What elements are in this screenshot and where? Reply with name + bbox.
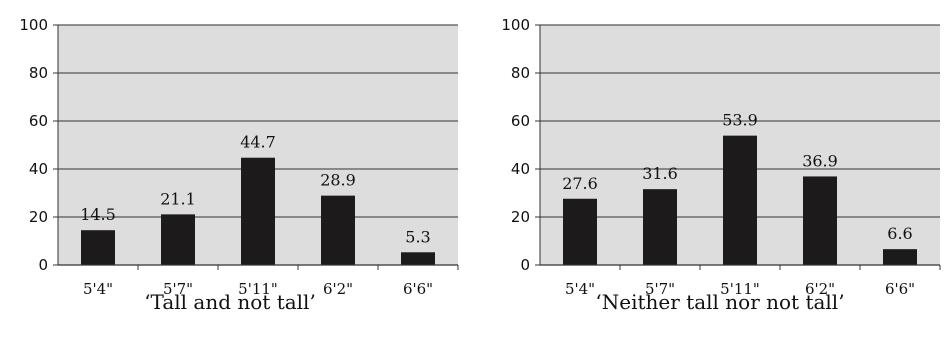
chart-2-x-tick-label: 5'4" (565, 280, 595, 298)
chart-2-y-tick-label: 100 (501, 16, 530, 34)
chart-1-data-label: 5.3 (405, 227, 430, 246)
chart-2-x-tick-label: 5'11" (720, 280, 760, 298)
chart-2-bar (883, 249, 917, 265)
chart-2-data-label: 53.9 (722, 111, 758, 130)
chart-1-bar (401, 252, 435, 265)
chart-1-y-tick-label: 0 (38, 256, 48, 274)
chart-2-title: ‘Neither tall nor not tall’ (595, 290, 845, 314)
chart-1-x-tick-label: 5'4" (83, 280, 113, 298)
chart-1-y-tick-label: 80 (29, 64, 48, 82)
chart-2-data-label: 31.6 (642, 164, 678, 183)
chart-2-bar (803, 176, 837, 265)
chart-2-y-tick-label: 0 (520, 256, 530, 274)
chart-1-y-tick-label: 40 (29, 160, 48, 178)
chart-2-x-tick-label: 6'6" (885, 280, 915, 298)
chart-2-data-label: 27.6 (562, 174, 598, 193)
chart-1-y-tick-label: 20 (29, 208, 48, 226)
chart-1-x-tick-label: 5'11" (238, 280, 278, 298)
chart-1-x-tick-label: 5'7" (163, 280, 193, 298)
chart-2-x-tick-label: 5'7" (645, 280, 675, 298)
chart-2-y-tick-label: 40 (511, 160, 530, 178)
chart-1-title: ‘Tall and not tall’ (144, 290, 316, 314)
chart-2-bar (723, 135, 757, 265)
chart-1-x-tick-label: 6'2" (323, 280, 353, 298)
chart-2-data-label: 36.9 (802, 151, 838, 170)
chart-2-y-tick-label: 80 (511, 64, 530, 82)
chart-1-bar (321, 195, 355, 265)
chart-2-data-label: 6.6 (887, 224, 912, 243)
chart-1-bar (241, 157, 275, 265)
chart-1-x-tick-label: 6'6" (403, 280, 433, 298)
chart-2-x-tick-label: 6'2" (805, 280, 835, 298)
chart-1-data-label: 28.9 (320, 171, 356, 190)
chart-2-bar (563, 198, 597, 265)
chart-1-y-tick-label: 100 (19, 16, 48, 34)
chart-1-data-label: 14.5 (80, 205, 116, 224)
chart-2-y-tick-label: 20 (511, 208, 530, 226)
chart-2-y-tick-label: 60 (511, 112, 530, 130)
chart-2-bar (643, 189, 677, 265)
chart-1-bar (161, 214, 195, 265)
chart-1-data-label: 44.7 (240, 133, 276, 152)
chart-1-y-tick-label: 60 (29, 112, 48, 130)
chart-1-bar (81, 230, 115, 265)
chart-1-data-label: 21.1 (160, 189, 196, 208)
